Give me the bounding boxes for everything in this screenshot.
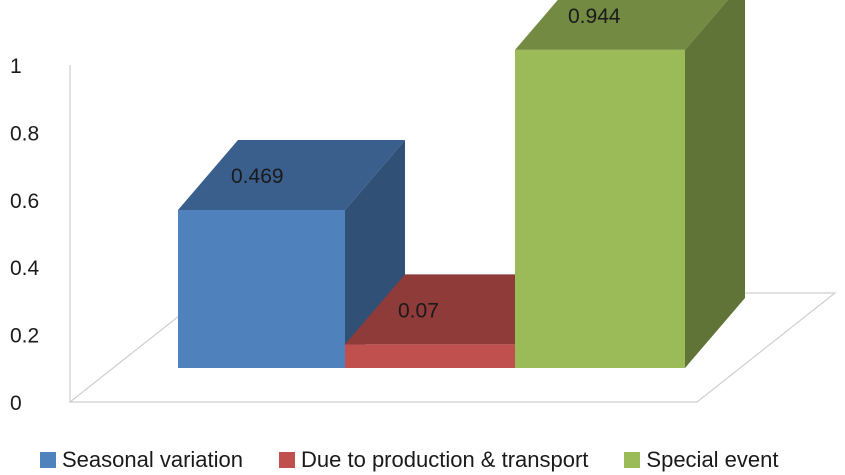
data-labels-group: 0.469 0.07 0.944: [231, 5, 621, 323]
legend-label-special-event: Special event: [646, 447, 779, 472]
bar-front-face: [515, 49, 685, 368]
bar-special-event: [515, 0, 745, 368]
y-tick-label: 0.2: [10, 325, 39, 348]
bar-top-face: [515, 0, 728, 50]
y-tick-label: 0.4: [10, 257, 40, 280]
bar-front-face: [178, 209, 345, 368]
y-tick-label: 1: [10, 55, 22, 78]
legend-item-seasonal-variation: Seasonal variation: [40, 447, 243, 473]
y-tick-label: 0: [10, 392, 22, 415]
bar-front-face: [345, 344, 515, 368]
chart-plot: 0 0.2 0.4 0.6 0.8 1 0.469 0.07 0.944: [10, 0, 837, 415]
data-label-special-event: 0.944: [568, 5, 621, 28]
chart-floor: [68, 65, 837, 403]
legend-swatch-production-transport: [279, 452, 296, 468]
legend-item-production-transport: Due to production & transport: [279, 447, 588, 473]
legend-item-special-event: Special event: [624, 447, 779, 473]
y-axis: 0 0.2 0.4 0.6 0.8 1: [10, 55, 40, 415]
legend-swatch-special-event: [624, 452, 641, 468]
bar-side-face: [685, 0, 745, 368]
bar-seasonal-variation: [178, 139, 405, 368]
floor-outline: [68, 292, 837, 403]
data-label-due-to-production-transport: 0.07: [398, 299, 439, 322]
y-tick-label: 0.8: [10, 122, 39, 145]
data-label-seasonal-variation: 0.469: [231, 165, 284, 188]
bar-top-face: [178, 139, 405, 210]
legend: Seasonal variation Due to production & t…: [40, 447, 779, 473]
y-tick-label: 0.6: [10, 190, 39, 213]
legend-label-seasonal-variation: Seasonal variation: [62, 447, 244, 472]
bars-group: [178, 0, 745, 368]
legend-label-production-transport: Due to production & transport: [301, 447, 589, 472]
legend-swatch-seasonal-variation: [40, 452, 56, 468]
